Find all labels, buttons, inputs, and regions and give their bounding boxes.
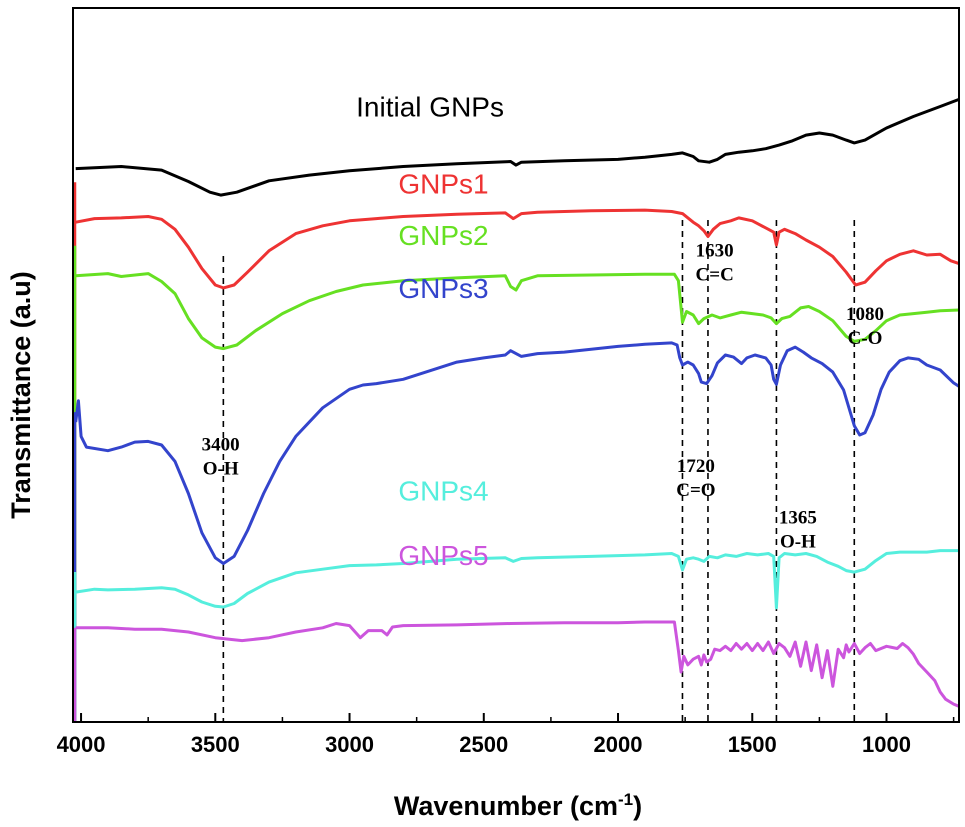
series-line-0 <box>75 97 960 197</box>
series-line-3 <box>74 341 960 565</box>
peak-annotation-0-bond: O-H <box>203 459 239 480</box>
series-label-3: GNPs3 <box>398 273 488 304</box>
x-tick-label-2500: 2500 <box>459 732 508 757</box>
series-line-5 <box>75 620 960 708</box>
spectrum-curves <box>73 97 960 722</box>
peak-annotation-4-wavenumber: 1080 <box>846 304 884 325</box>
series-label-4: GNPs4 <box>398 476 488 507</box>
series-label-2: GNPs2 <box>398 220 488 251</box>
x-axis-title-close: ) <box>633 791 642 821</box>
x-tick-label-1000: 1000 <box>862 732 911 757</box>
peak-annotation-2-wavenumber: 1720 <box>677 456 715 477</box>
series-label-5: GNPs5 <box>398 540 488 571</box>
x-tick-label-4000: 4000 <box>57 732 106 757</box>
x-tick-label-3500: 3500 <box>191 732 240 757</box>
peak-annotation-0-wavenumber: 3400 <box>202 435 240 456</box>
peak-annotations: 3400 O-H 1630 C=C 1720 C=O 1365 O-H 1080 C-O <box>202 240 884 552</box>
peak-annotation-1-bond: C=C <box>696 264 734 285</box>
series-line-2 <box>75 272 960 351</box>
x-tick-label-1500: 1500 <box>728 732 777 757</box>
series-line-1 <box>75 208 960 290</box>
dashed-reference-lines <box>222 220 856 722</box>
series-labels: Initial GNPs GNPs1 GNPs2 GNPs3 GNPs4 GNPs5 <box>356 92 504 571</box>
series-label-1: GNPs1 <box>398 169 488 200</box>
series-label-0: Initial GNPs <box>356 92 504 123</box>
y-axis-title: Transmittance (a.u) <box>6 271 36 519</box>
peak-annotation-3-bond: O-H <box>780 532 816 553</box>
x-ticks: 4000 3500 3000 2500 2000 1500 1000 <box>57 713 955 757</box>
series-line-4 <box>75 549 959 610</box>
peak-annotation-1-wavenumber: 1630 <box>696 240 734 261</box>
plot-frame <box>72 7 960 723</box>
peak-annotation-2-bond: C=O <box>676 480 715 501</box>
x-tick-label-2000: 2000 <box>594 732 643 757</box>
x-tick-label-3000: 3000 <box>325 732 374 757</box>
x-axis-title-main: Wavenumber (cm <box>394 791 618 821</box>
peak-annotation-4-bond: C-O <box>848 328 883 349</box>
x-axis-title: Wavenumber (cm-1) <box>394 790 642 821</box>
peak-annotation-3-wavenumber: 1365 <box>779 508 817 529</box>
x-axis-title-sup: -1 <box>618 790 633 809</box>
axes <box>72 7 960 723</box>
